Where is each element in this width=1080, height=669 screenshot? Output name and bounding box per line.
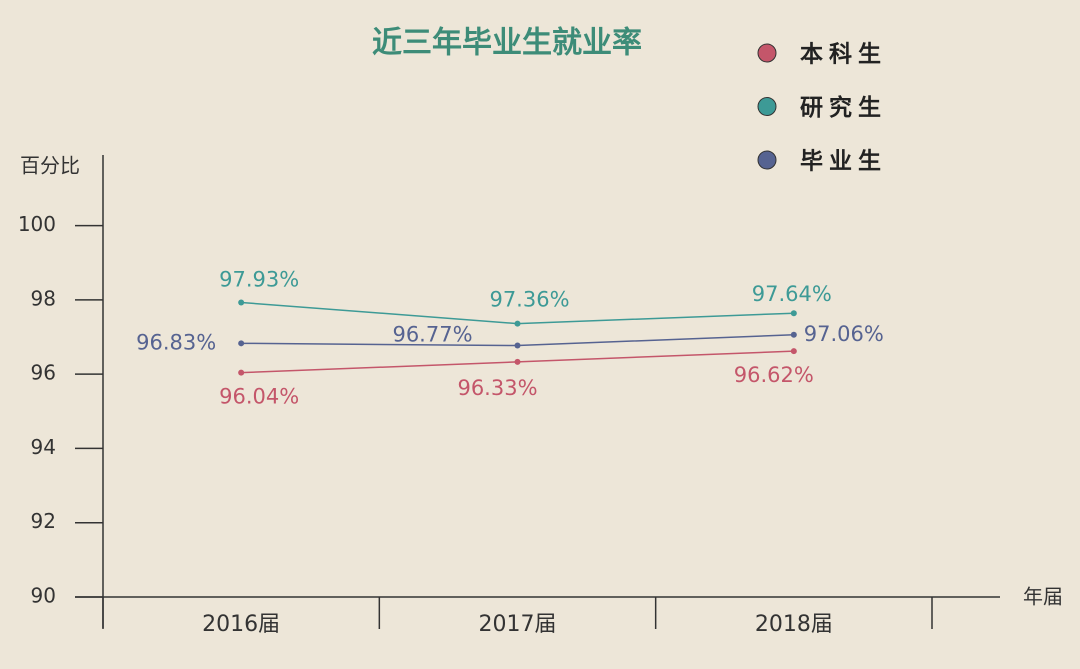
y-tick-label: 94 <box>31 435 56 459</box>
data-label: 96.04% <box>219 385 299 409</box>
data-label: 97.93% <box>219 267 299 291</box>
data-point <box>790 331 797 338</box>
data-point <box>514 342 521 349</box>
legend-marker <box>757 43 777 63</box>
x-tick-label: 2017届 <box>479 612 557 637</box>
legend-label: 研究生 <box>800 94 887 121</box>
data-label: 96.77% <box>392 323 472 347</box>
y-tick-label: 100 <box>18 212 56 236</box>
y-tick-label: 92 <box>31 509 56 533</box>
y-tick-label: 98 <box>31 286 56 310</box>
legend-marker <box>757 150 777 170</box>
chart-title: 近三年毕业生就业率 <box>372 26 642 61</box>
data-label: 96.33% <box>457 376 537 400</box>
data-label: 97.06% <box>804 322 884 346</box>
x-axis-label: 年届 <box>1023 585 1063 609</box>
y-tick-label: 96 <box>31 361 56 385</box>
data-point <box>238 340 245 347</box>
data-point <box>514 358 521 365</box>
legend-label: 本科生 <box>800 42 887 68</box>
data-label: 97.64% <box>752 282 832 306</box>
legend-label: 毕业生 <box>800 149 887 175</box>
data-label: 96.62% <box>734 363 814 387</box>
data-point <box>514 320 521 327</box>
x-tick-label: 2016届 <box>202 612 280 637</box>
legend-marker <box>757 97 777 116</box>
data-label: 96.83% <box>136 330 216 354</box>
y-tick-label: 90 <box>31 584 56 608</box>
data-point <box>790 348 797 355</box>
data-point <box>238 369 245 376</box>
data-point <box>238 299 245 306</box>
y-axis-label: 百分比 <box>20 154 80 178</box>
data-label: 97.36% <box>489 288 569 312</box>
data-point <box>790 310 797 317</box>
x-tick-label: 2018届 <box>755 612 833 637</box>
